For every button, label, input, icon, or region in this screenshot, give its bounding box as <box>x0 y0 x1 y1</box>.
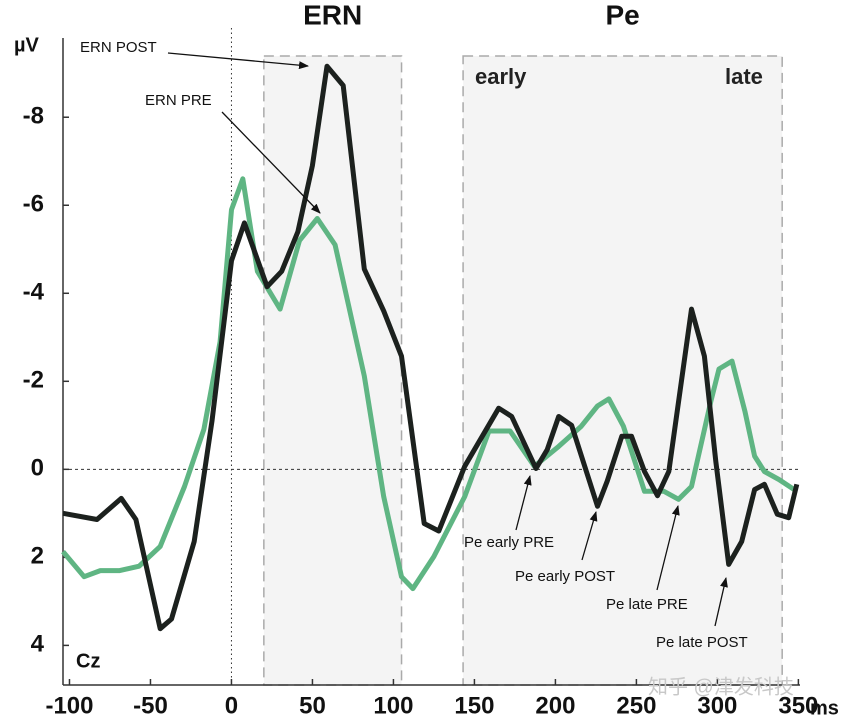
x-tick-label: 100 <box>373 692 413 719</box>
x-tick-label: 250 <box>616 692 656 719</box>
x-tick-label: -50 <box>133 692 168 719</box>
annotation: late <box>725 64 763 89</box>
arrow <box>167 52 309 70</box>
annotation: Pe early PRE <box>464 534 554 551</box>
y-tick-label: 4 <box>31 631 45 658</box>
annotation: Pe late POST <box>656 634 748 651</box>
y-tick-label: 2 <box>31 543 44 570</box>
y-tick-label: -8 <box>23 103 44 130</box>
y-axis-label: µV <box>14 34 40 56</box>
arrow <box>515 475 532 531</box>
annotation: Cz <box>76 650 100 672</box>
x-tick-label: 50 <box>299 692 326 719</box>
annotation: ERN PRE <box>145 92 212 109</box>
y-tick-label: -2 <box>23 367 44 394</box>
x-tick-label: 0 <box>225 692 238 719</box>
region <box>263 55 403 686</box>
x-tick-label: 350 <box>778 692 818 719</box>
x-axis-label: ms <box>810 697 839 719</box>
x-tick-label: 150 <box>454 692 494 719</box>
annotation: Pe late PRE <box>606 596 688 613</box>
y-tick-label: -6 <box>23 191 44 218</box>
annotation: 知乎 @津发科技 <box>648 675 794 698</box>
line-series <box>61 176 799 592</box>
line-series <box>62 63 800 632</box>
annotation: ERN POST <box>80 39 157 56</box>
annotation: Pe early POST <box>515 568 615 585</box>
arrow <box>714 577 728 627</box>
y-tick-label: -4 <box>23 279 45 306</box>
arrow <box>656 505 680 591</box>
region-label: ERN <box>303 0 362 30</box>
arrow <box>581 511 598 561</box>
annotation: early <box>475 64 527 89</box>
x-tick-label: 200 <box>535 692 575 719</box>
x-tick-label: 300 <box>697 692 737 719</box>
x-tick-label: -100 <box>45 692 93 719</box>
arrow <box>221 111 321 214</box>
y-tick-label: 0 <box>31 455 44 482</box>
region-label: Pe <box>606 0 640 30</box>
